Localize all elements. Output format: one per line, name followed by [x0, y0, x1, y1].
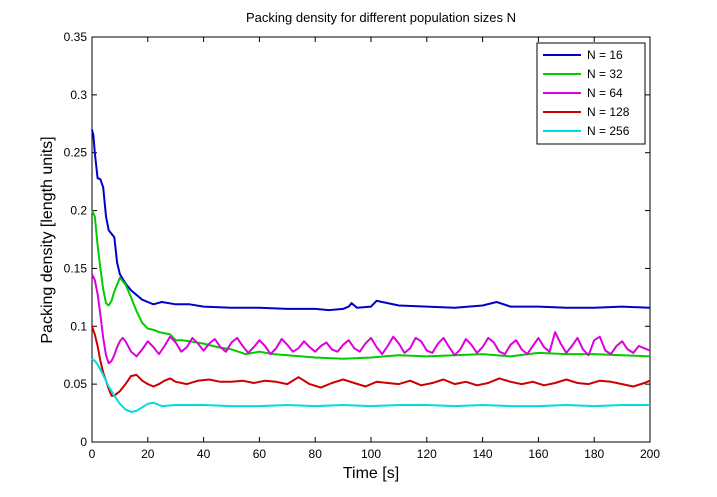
legend-entry: N = 32 [587, 67, 623, 81]
y-tick-label: 0.1 [70, 319, 87, 333]
chart-title: Packing density for different population… [246, 10, 516, 25]
y-tick-label: 0.2 [70, 204, 87, 218]
x-tick-label: 80 [309, 447, 323, 461]
x-tick-label: 0 [89, 447, 96, 461]
series-line-3 [91, 273, 651, 365]
series-line-5 [91, 357, 650, 413]
x-tick-label: 120 [417, 447, 437, 461]
x-tick-label: 40 [197, 447, 211, 461]
legend-entry: N = 64 [587, 86, 623, 100]
x-axis-label: Time [s] [343, 465, 399, 482]
series-line-2 [91, 210, 651, 360]
x-tick-label: 20 [141, 447, 155, 461]
axis-ticks: 0 20 40 60 80 100 120 140 160 180 200 0 0.05 0.1 0.15 0… [64, 30, 661, 461]
y-tick-label: 0.15 [64, 261, 88, 275]
series-line-1 [91, 129, 651, 312]
x-tick-label: 200 [640, 447, 660, 461]
series-lines [91, 129, 651, 413]
y-tick-label: 0.05 [64, 377, 88, 391]
x-tick-label: 180 [584, 447, 604, 461]
x-tick-label: 160 [528, 447, 548, 461]
x-tick-label: 140 [473, 447, 493, 461]
y-tick-label: 0.3 [70, 88, 87, 102]
legend-entry: N = 128 [587, 105, 630, 119]
legend-entry: N = 16 [587, 48, 623, 62]
y-tick-label: 0.25 [64, 146, 88, 160]
y-axis-label: Packing density [length units] [39, 136, 56, 343]
legend-entry: N = 256 [587, 124, 630, 138]
legend: N = 16 N = 32 N = 64 N = 128 N = 256 [536, 42, 646, 145]
y-tick-label: 0.35 [64, 30, 88, 44]
y-tick-label: 0 [80, 435, 87, 449]
series-line-4 [91, 325, 651, 397]
x-tick-label: 100 [361, 447, 381, 461]
x-tick-label: 60 [253, 447, 267, 461]
